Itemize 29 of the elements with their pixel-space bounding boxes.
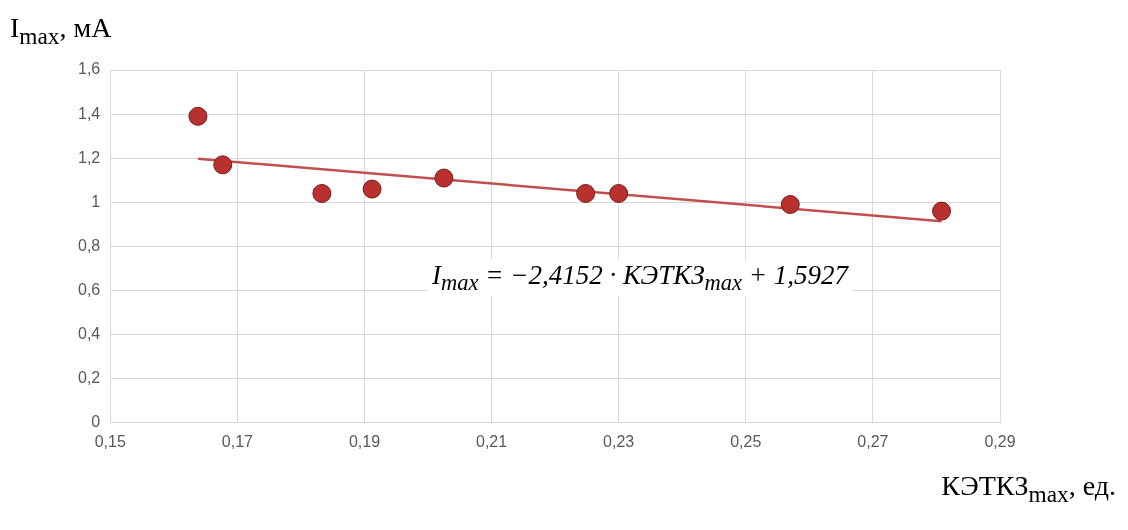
point — [312, 183, 332, 203]
y-tick-label: 0,8 — [77, 236, 101, 254]
x-tick-label: 0,17 — [221, 432, 254, 450]
point — [576, 183, 596, 203]
x-tick-label: 0,23 — [603, 432, 635, 450]
y-axis-title: I$_{max}$, мА — [10, 12, 112, 50]
y-tick-label: 1,4 — [77, 104, 101, 122]
y-tick-label: 1,6 — [77, 60, 101, 78]
point — [932, 201, 952, 221]
y-tick-label: 0,4 — [77, 325, 101, 343]
point — [362, 179, 382, 199]
x-tick-label: 0,29 — [984, 432, 1016, 450]
x-tick-label: 0,27 — [857, 432, 889, 450]
point — [213, 155, 233, 175]
y-tick-label: 0 — [91, 413, 101, 431]
point — [609, 183, 629, 203]
point — [434, 168, 454, 188]
x-tick-label: 0,19 — [348, 432, 381, 450]
x-tick-label: 0,15 — [94, 432, 126, 450]
y-tick-label: 0,6 — [77, 280, 101, 298]
point — [188, 106, 208, 126]
x-axis-title: КЭТКЗ$_{max}$, ед. — [941, 470, 1116, 508]
annotation: I$_{max}$ = −2,4152 · КЭТКЗ$_{max}$ + 1,5927 — [428, 260, 852, 297]
x-tick-label: 0,21 — [476, 432, 508, 450]
y-tick-label: 1,2 — [77, 148, 101, 166]
x-tick-label: 0,25 — [730, 432, 762, 450]
point — [780, 195, 800, 215]
y-tick-label: 0,2 — [77, 369, 101, 387]
y-tick-label: 1 — [91, 192, 101, 210]
